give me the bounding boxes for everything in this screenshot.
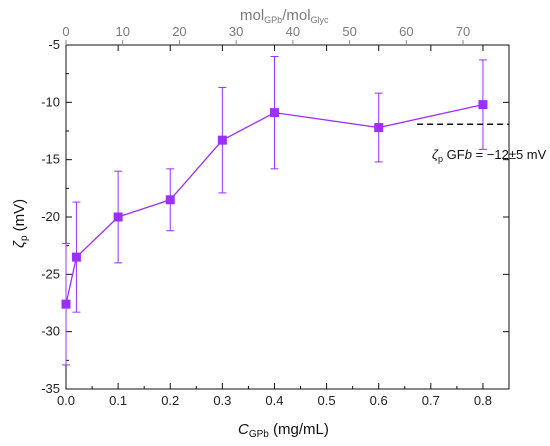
y-axis-title-symbol: ζ <box>11 240 28 248</box>
x-tick-label: 0.6 <box>370 393 388 408</box>
top-tick-label: 70 <box>456 24 470 39</box>
y-axis-title: ζp (mV) <box>11 199 30 248</box>
top-axis-title-denominator: /mol <box>282 7 310 24</box>
axis-tick-labels: 0.0 0.1 0.2 0.3 0.4 0.5 0.6 0.7 0.8 -5 -10 -15 -20 -2… <box>41 24 492 408</box>
top-tick-label: 0 <box>62 24 69 39</box>
top-tick-label: 60 <box>399 24 413 39</box>
data-point <box>217 135 227 145</box>
y-tick-label: -5 <box>48 37 60 52</box>
y-tick-label: -35 <box>41 381 60 396</box>
y-tick-label: -30 <box>41 324 60 339</box>
series-line <box>65 103 484 305</box>
reference-label-symbol: ζ <box>432 147 439 162</box>
data-markers <box>61 100 488 309</box>
x-tick-label: 0.8 <box>474 393 492 408</box>
y-axis-title-unit: (mV) <box>11 199 28 236</box>
top-tick-label: 30 <box>229 24 243 39</box>
reference-label-value: = −12±5 mV <box>472 147 547 162</box>
x-tick-label: 0.1 <box>109 393 127 408</box>
x-tick-label: 0.2 <box>161 393 179 408</box>
x-tick-label: 0.7 <box>422 393 440 408</box>
reference-label-subscript: p <box>438 154 443 164</box>
reference-label: ζp GFb = −12±5 mV <box>432 147 547 164</box>
y-tick-label: -25 <box>41 266 60 281</box>
reference-label-text: GF <box>443 147 465 162</box>
x-tick-label: 0.4 <box>265 393 283 408</box>
y-tick-label: -20 <box>41 209 60 224</box>
top-axis-title-denominator-subscript: Glyc <box>311 15 330 25</box>
top-tick-label: 40 <box>286 24 300 39</box>
x-tick-label: 0.3 <box>213 393 231 408</box>
y-tick-label: -15 <box>41 152 60 167</box>
data-point <box>71 252 81 262</box>
top-tick-label: 50 <box>342 24 356 39</box>
plot-frame <box>65 44 510 390</box>
top-tick-label: 20 <box>172 24 186 39</box>
axis-ticks <box>65 40 510 390</box>
top-axis-title: molGPb/molGlyc <box>240 7 329 25</box>
x-axis-title-subscript: GPb <box>249 429 269 440</box>
data-point <box>61 299 71 309</box>
data-point <box>374 123 384 133</box>
y-axis-title-subscript: p <box>19 235 30 241</box>
data-point <box>165 195 175 205</box>
x-axis-title-unit: (mg/mL) <box>269 421 329 438</box>
x-tick-label: 0.0 <box>57 393 75 408</box>
top-axis-title-numerator-subscript: GPb <box>264 15 282 25</box>
reference-label-italic: b <box>465 147 472 162</box>
y-tick-label: -10 <box>41 94 60 109</box>
x-axis-title-symbol: C <box>238 421 249 438</box>
error-bars <box>62 55 487 366</box>
x-tick-label: 0.5 <box>318 393 336 408</box>
data-point <box>269 108 279 118</box>
data-point <box>478 100 488 110</box>
top-axis-title-numerator: mol <box>240 7 264 24</box>
data-point <box>113 212 123 222</box>
top-tick-label: 10 <box>115 24 129 39</box>
x-axis-title: CGPb (mg/mL) <box>238 421 329 440</box>
